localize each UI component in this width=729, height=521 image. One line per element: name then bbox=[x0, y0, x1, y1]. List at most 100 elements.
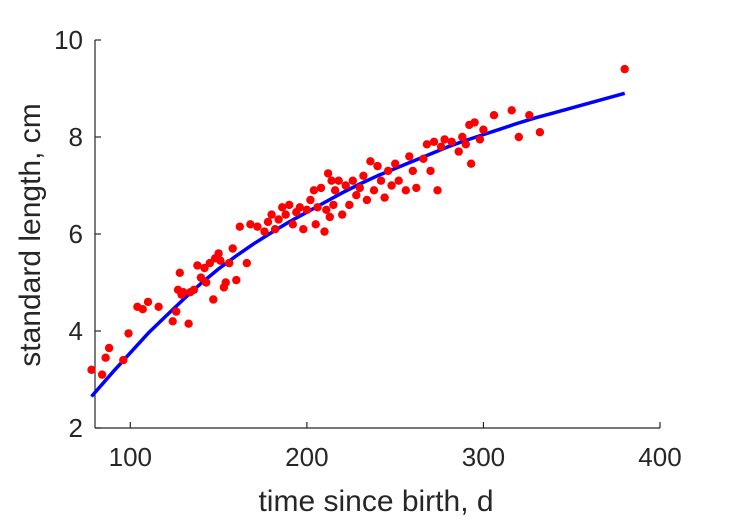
data-point bbox=[507, 106, 516, 115]
data-point bbox=[426, 166, 435, 176]
data-point bbox=[270, 225, 280, 234]
data-point bbox=[260, 227, 269, 236]
data-point bbox=[401, 186, 410, 195]
data-point bbox=[202, 278, 211, 287]
data-point bbox=[470, 118, 479, 127]
data-point bbox=[267, 210, 276, 219]
y-tick-label: 2 bbox=[69, 413, 83, 443]
data-point bbox=[242, 258, 251, 268]
data-point bbox=[334, 176, 343, 185]
data-point bbox=[373, 161, 382, 171]
data-point bbox=[458, 132, 467, 142]
data-point bbox=[419, 154, 428, 163]
data-point bbox=[341, 181, 350, 190]
data-point bbox=[172, 307, 181, 316]
data-point bbox=[383, 166, 393, 176]
data-point bbox=[380, 193, 389, 202]
data-point bbox=[200, 263, 209, 273]
data-point bbox=[214, 249, 223, 258]
data-point bbox=[329, 200, 338, 210]
x-tick-label: 100 bbox=[109, 442, 152, 472]
data-point bbox=[175, 268, 184, 277]
data-point bbox=[359, 171, 368, 180]
data-point bbox=[184, 319, 193, 328]
data-point bbox=[216, 256, 225, 265]
fit-line-series bbox=[90, 91, 626, 398]
x-ticks: 100 200 300 400 bbox=[109, 422, 682, 472]
data-point bbox=[168, 317, 177, 326]
data-point bbox=[278, 203, 287, 212]
y-tick-label: 10 bbox=[54, 25, 83, 55]
data-point bbox=[232, 275, 241, 285]
data-point bbox=[366, 157, 375, 166]
data-point bbox=[323, 169, 333, 178]
data-point bbox=[316, 183, 326, 193]
data-point bbox=[475, 135, 485, 144]
fit-line bbox=[90, 91, 626, 398]
data-point bbox=[288, 220, 297, 229]
y-tick-label: 6 bbox=[69, 219, 83, 249]
data-point bbox=[355, 183, 364, 193]
data-point bbox=[87, 365, 96, 374]
data-point bbox=[405, 152, 414, 161]
data-point bbox=[376, 176, 386, 185]
data-point bbox=[362, 195, 372, 205]
data-point bbox=[352, 191, 361, 200]
data-point bbox=[330, 186, 340, 195]
data-point bbox=[422, 140, 432, 149]
data-point bbox=[514, 132, 523, 142]
data-point bbox=[306, 195, 315, 205]
data-point bbox=[263, 217, 273, 227]
data-point bbox=[394, 176, 403, 185]
data-point bbox=[620, 64, 629, 74]
scatter-series bbox=[87, 64, 629, 379]
x-axis-label: time since birth, d bbox=[258, 485, 493, 518]
data-point bbox=[387, 181, 396, 190]
data-point bbox=[209, 295, 218, 304]
data-point bbox=[466, 159, 476, 168]
data-point bbox=[408, 166, 417, 176]
data-point bbox=[179, 288, 188, 297]
data-point bbox=[189, 285, 199, 294]
axes bbox=[94, 40, 660, 429]
data-point bbox=[235, 222, 244, 231]
y-axis-label: standard length, cm bbox=[14, 103, 47, 366]
data-point bbox=[447, 137, 456, 146]
data-point bbox=[196, 273, 206, 282]
data-point bbox=[412, 183, 421, 193]
data-point bbox=[97, 370, 107, 379]
x-tick-label: 200 bbox=[285, 442, 328, 472]
data-point bbox=[246, 220, 255, 229]
data-point bbox=[348, 176, 357, 185]
data-point bbox=[295, 203, 304, 212]
data-point bbox=[225, 258, 234, 268]
data-point bbox=[525, 111, 534, 120]
data-point bbox=[322, 205, 331, 214]
data-point bbox=[309, 186, 319, 195]
data-point bbox=[285, 200, 294, 210]
data-point bbox=[479, 125, 488, 134]
data-point bbox=[436, 142, 446, 151]
data-point bbox=[302, 205, 312, 214]
data-point bbox=[345, 200, 354, 210]
data-point bbox=[124, 329, 133, 338]
data-point bbox=[429, 137, 439, 146]
data-point bbox=[454, 147, 463, 156]
data-point bbox=[143, 297, 153, 307]
data-point bbox=[489, 111, 499, 120]
data-point bbox=[338, 210, 347, 219]
data-point bbox=[299, 225, 308, 234]
data-point bbox=[391, 159, 400, 168]
y-tick-label: 4 bbox=[69, 316, 83, 346]
data-point bbox=[281, 210, 290, 219]
y-ticks: 2 4 6 8 10 bbox=[54, 25, 101, 443]
data-point bbox=[274, 215, 283, 224]
data-point bbox=[138, 305, 147, 314]
data-point bbox=[433, 186, 442, 195]
data-point bbox=[369, 186, 379, 195]
data-point bbox=[320, 227, 329, 236]
data-point bbox=[461, 140, 470, 149]
data-point bbox=[313, 203, 322, 212]
data-point bbox=[253, 222, 262, 231]
x-tick-label: 300 bbox=[462, 442, 505, 472]
